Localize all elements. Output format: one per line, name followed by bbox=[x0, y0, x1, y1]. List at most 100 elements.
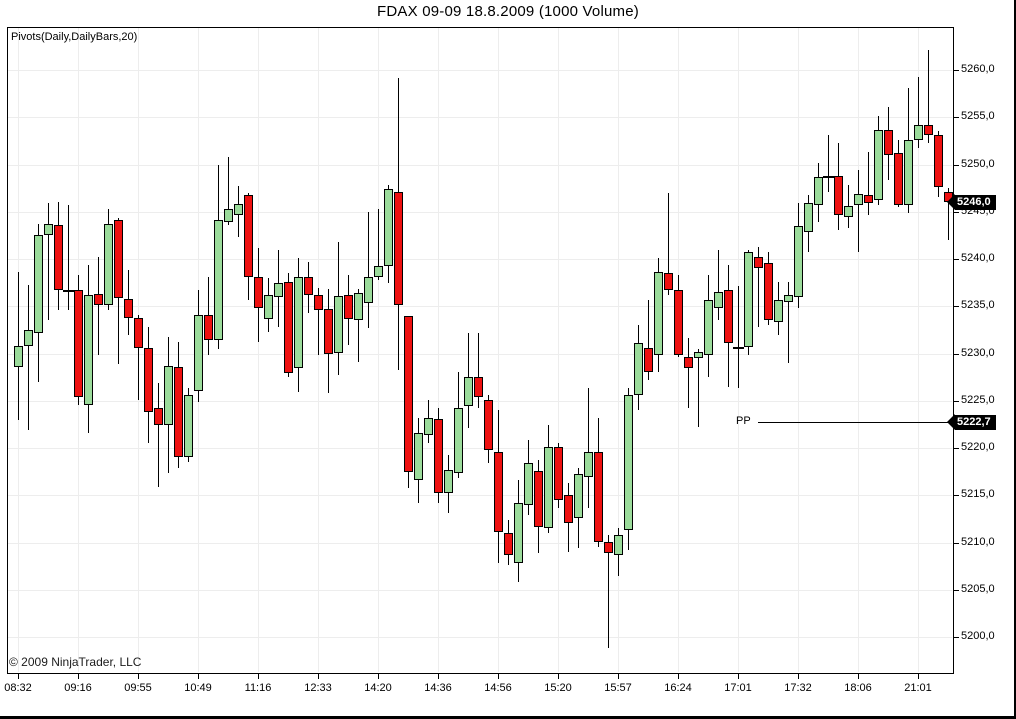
gridline-horizontal bbox=[8, 259, 952, 260]
candle-body-down bbox=[303, 276, 313, 295]
candle-wick bbox=[927, 50, 929, 143]
candle-body-up bbox=[383, 189, 393, 266]
gridline-horizontal bbox=[8, 211, 952, 213]
candle-body-down bbox=[863, 194, 873, 204]
gridline-horizontal bbox=[8, 637, 952, 638]
candle-wick bbox=[687, 338, 689, 409]
y-axis-label: 5240,0 bbox=[961, 252, 995, 264]
x-axis-label: 11:16 bbox=[244, 682, 272, 694]
candle-body-up bbox=[903, 139, 913, 206]
candle-doji-dash bbox=[62, 290, 74, 293]
candle-body-up bbox=[773, 299, 783, 323]
candle-wick bbox=[787, 281, 789, 363]
candle-body-up bbox=[163, 365, 173, 426]
indicator-label: Pivots(Daily,DailyBars,20) bbox=[11, 31, 138, 43]
candle-body-down bbox=[143, 347, 153, 413]
x-axis-label: 15:57 bbox=[604, 682, 632, 694]
candle-wick bbox=[697, 348, 699, 428]
candle-wick bbox=[607, 534, 609, 649]
x-axis-tick bbox=[438, 674, 439, 679]
gridline-horizontal bbox=[8, 400, 952, 402]
candle-wick bbox=[17, 272, 19, 420]
candle-body-up bbox=[183, 395, 193, 458]
candle-body-up bbox=[843, 206, 853, 218]
candle-body-down bbox=[603, 541, 613, 553]
candle-wick bbox=[317, 288, 319, 356]
y-axis-label: 5245,0 bbox=[961, 204, 995, 217]
candle-body-down bbox=[153, 408, 163, 426]
window-border-bottom bbox=[0, 716, 1016, 719]
candle-body-up bbox=[293, 276, 303, 368]
candle-body-up bbox=[423, 417, 433, 435]
candle-body-down bbox=[343, 294, 353, 319]
candle-body-up bbox=[813, 176, 823, 206]
copyright-label: © 2009 NinjaTrader, LLC bbox=[9, 655, 142, 669]
gridline-vertical bbox=[258, 28, 259, 672]
y-axis-tick bbox=[954, 259, 959, 260]
x-axis-tick bbox=[498, 674, 499, 679]
candle-body-up bbox=[213, 220, 223, 341]
candle-body-down bbox=[393, 191, 403, 306]
y-axis-tick bbox=[954, 164, 959, 166]
candle-body-up bbox=[13, 345, 23, 367]
candle-body-up bbox=[573, 474, 583, 518]
x-axis-tick bbox=[918, 674, 919, 679]
candle-body-up bbox=[693, 351, 703, 359]
candle-wick bbox=[27, 285, 29, 431]
candle-wick bbox=[717, 249, 719, 321]
candle-body-down bbox=[883, 129, 893, 156]
x-axis-label: 18:06 bbox=[844, 682, 872, 694]
candle-body-up bbox=[703, 299, 713, 356]
x-axis-label: 17:01 bbox=[724, 682, 752, 694]
candle-body-down bbox=[313, 294, 323, 311]
candle-wick bbox=[917, 76, 919, 149]
y-axis-label: 5215,0 bbox=[961, 488, 995, 501]
candle-wick bbox=[647, 299, 649, 380]
y-axis-label: 5220,0 bbox=[961, 441, 995, 453]
candle-body-up bbox=[223, 208, 233, 223]
gridline-horizontal bbox=[8, 589, 952, 591]
x-axis-tick bbox=[78, 674, 79, 679]
candle-body-up bbox=[853, 193, 863, 206]
candle-body-down bbox=[933, 135, 943, 188]
x-axis-label: 09:16 bbox=[64, 682, 92, 694]
candle-body-up bbox=[103, 224, 113, 306]
x-axis-label: 12:33 bbox=[304, 682, 332, 694]
candle-body-up bbox=[43, 224, 53, 236]
gridline-horizontal bbox=[8, 117, 952, 119]
candle-body-up bbox=[453, 408, 463, 473]
x-axis-tick bbox=[138, 674, 139, 679]
candle-body-up bbox=[803, 203, 813, 232]
x-axis-tick bbox=[378, 674, 379, 679]
x-axis-tick bbox=[198, 674, 199, 679]
y-axis-tick bbox=[954, 448, 959, 449]
gridline-vertical bbox=[498, 28, 499, 672]
candle-body-down bbox=[483, 399, 493, 450]
candle-wick bbox=[827, 135, 829, 192]
badge-arrow-icon bbox=[947, 414, 955, 431]
gridline-vertical bbox=[618, 28, 619, 672]
candle-body-up bbox=[333, 295, 343, 353]
candle-body-down bbox=[403, 315, 413, 472]
candle-body-down bbox=[53, 224, 63, 291]
window-border-right bbox=[1014, 0, 1016, 719]
candle-body-down bbox=[493, 451, 503, 533]
candle-body-down bbox=[283, 281, 293, 374]
candle-body-down bbox=[553, 447, 563, 500]
candle-wick bbox=[137, 314, 139, 400]
candle-wick bbox=[667, 192, 669, 295]
x-axis-label: 14:56 bbox=[484, 682, 512, 694]
gridline-vertical bbox=[918, 28, 919, 672]
candle-wick bbox=[357, 289, 359, 362]
chart-plot-area[interactable] bbox=[7, 27, 954, 674]
candle-wick bbox=[157, 382, 159, 487]
x-axis-label: 16:24 bbox=[664, 682, 692, 694]
x-axis-tick bbox=[258, 674, 259, 679]
candle-doji-dash bbox=[822, 175, 834, 178]
candle-body-up bbox=[653, 272, 663, 356]
x-axis-tick bbox=[858, 674, 859, 679]
gridline-horizontal bbox=[8, 306, 952, 308]
x-axis-tick bbox=[318, 674, 319, 679]
x-axis-tick bbox=[798, 674, 799, 679]
